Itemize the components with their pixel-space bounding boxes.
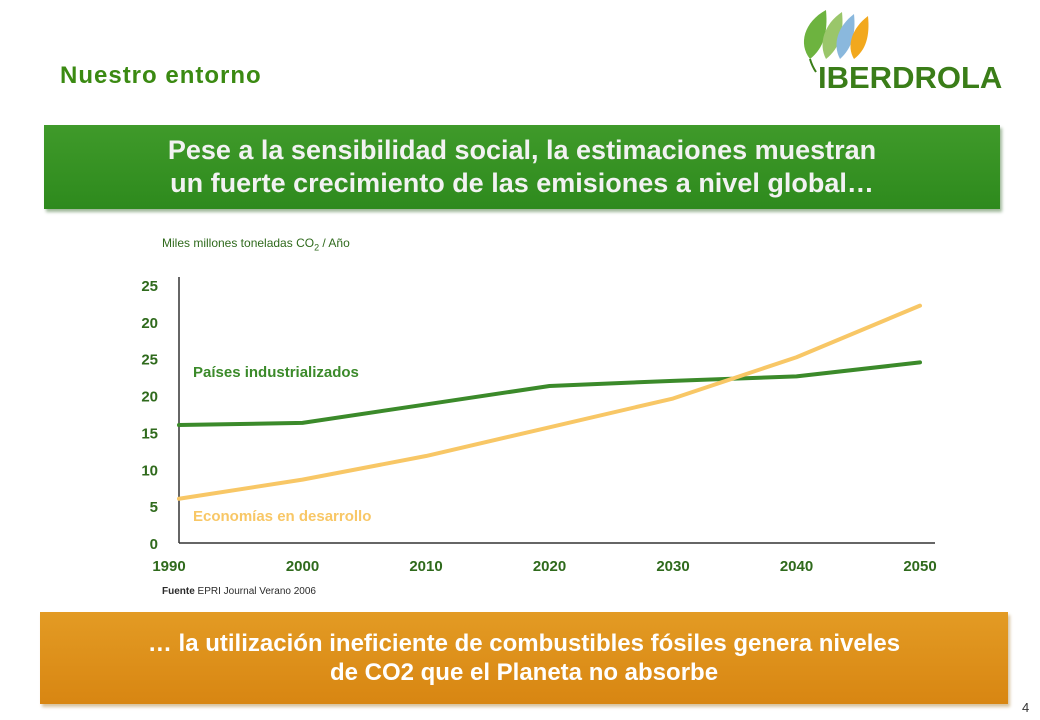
y-tick-label: 20 — [141, 315, 158, 332]
page-title: Nuestro entorno — [60, 62, 262, 89]
conclusion-banner: … la utilización ineficiente de combusti… — [40, 612, 1008, 704]
conclusion-text: … la utilización ineficiente de combusti… — [147, 630, 901, 686]
y-tick-label: 10 — [141, 462, 158, 479]
source-note: Fuente EPRI Journal Verano 2006 — [162, 586, 316, 597]
x-tick-label: 2000 — [286, 558, 319, 575]
y-tick-label: 5 — [150, 499, 158, 516]
y-tick-label: 25 — [141, 278, 158, 295]
series-line — [177, 360, 922, 428]
series-label: Países industrializados — [193, 364, 359, 381]
iberdrola-logo — [803, 10, 869, 73]
headline-text: Pese a la sensibilidad social, la estima… — [167, 135, 877, 198]
y-tick-label: 15 — [141, 425, 158, 442]
x-tick-label: 2010 — [409, 558, 442, 575]
x-tick-label: 2030 — [656, 558, 689, 575]
y-tick-label: 25 — [141, 352, 158, 369]
x-tick-label: 1990 — [152, 558, 185, 575]
series-line — [177, 303, 922, 501]
y-axis-label: Miles millones toneladas CO2 / Año — [162, 236, 350, 253]
headline-banner: Pese a la sensibilidad social, la estima… — [44, 125, 1000, 209]
x-tick-label: 2040 — [780, 558, 813, 575]
x-tick-label: 2050 — [903, 558, 936, 575]
brand-name: IBERDROLA — [818, 60, 1003, 95]
page-number: 4 — [1022, 700, 1030, 715]
y-tick-label: 20 — [141, 389, 158, 406]
x-tick-label: 2020 — [533, 558, 566, 575]
y-tick-label: 0 — [150, 536, 158, 553]
series-label: Economías en desarrollo — [193, 508, 371, 525]
